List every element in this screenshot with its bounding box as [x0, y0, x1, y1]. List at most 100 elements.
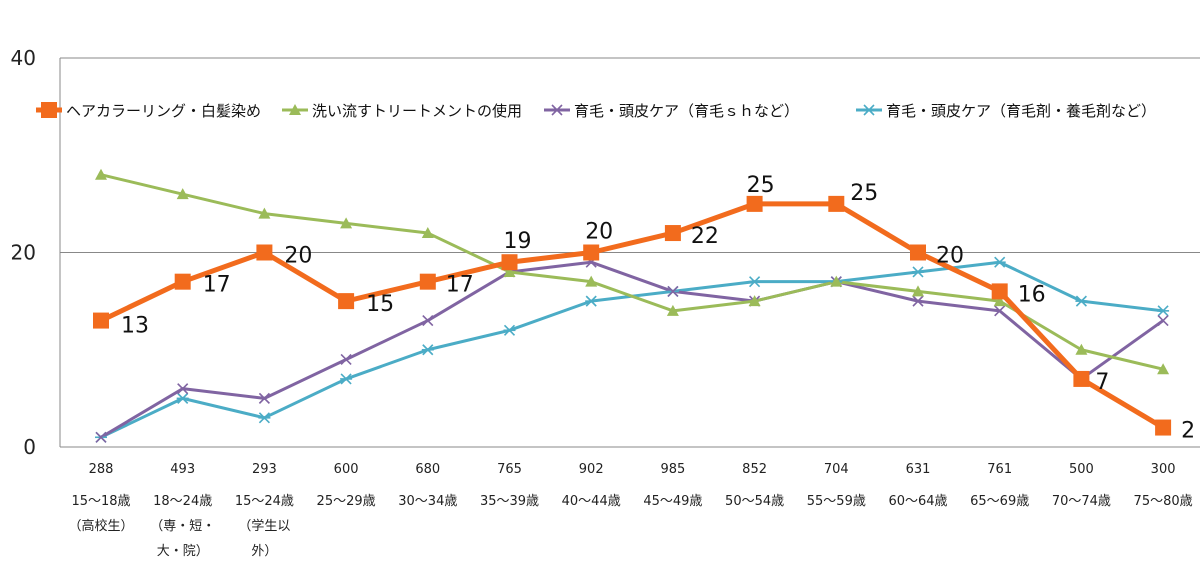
legend-item: 洗い流すトリートメントの使用	[282, 102, 522, 120]
sample-size-label: 631	[906, 462, 931, 477]
data-point-0-0	[93, 312, 109, 329]
category-label: 60～64歳	[888, 494, 947, 509]
data-point-1-5	[503, 265, 516, 277]
legend-label: 洗い流すトリートメントの使用	[312, 102, 522, 120]
data-label: 17	[203, 273, 231, 298]
data-labels: 13 17 20 15 17 19 20 22 25 25 20 16 7 2	[121, 173, 1195, 444]
sample-size-label: 852	[742, 462, 767, 477]
legend-item: 育毛・頭皮ケア（育毛ｓｈなど）	[544, 102, 799, 120]
data-point-0-5	[501, 254, 518, 271]
data-point-1-6	[585, 275, 598, 287]
data-point-2-7	[667, 285, 679, 297]
data-point-1-11	[993, 295, 1006, 307]
series-markers	[93, 168, 1172, 443]
data-point-0-4	[419, 273, 436, 290]
grid-lines	[60, 57, 1200, 448]
data-point-0-7	[664, 225, 681, 242]
legend-item: ヘアカラーリング・白髪染め	[36, 102, 261, 120]
sample-size-label: 293	[252, 462, 277, 477]
category-label: 50～54歳	[725, 494, 784, 509]
data-label: 22	[691, 224, 719, 249]
category-label: （学生以	[238, 518, 290, 534]
sample-size-label: 985	[660, 462, 685, 477]
data-point-1-4	[421, 227, 434, 239]
sample-size-label: 902	[579, 462, 604, 477]
data-label: 2	[1181, 419, 1195, 444]
sample-size-label: 765	[497, 462, 522, 477]
data-point-1-8	[748, 295, 761, 307]
category-label: 15～18歳	[71, 494, 130, 509]
data-point-2-3	[340, 353, 352, 366]
category-label: 18～24歳	[153, 494, 212, 509]
data-label: 25	[850, 181, 878, 206]
data-point-2-10	[912, 295, 924, 307]
data-label: 16	[1018, 282, 1046, 307]
data-point-3-5	[503, 324, 516, 336]
legend-marker	[289, 104, 301, 115]
data-point-1-12	[1075, 343, 1088, 355]
category-label: 45～49歳	[643, 494, 702, 509]
sample-size-label: 500	[1069, 462, 1094, 477]
data-point-3-2	[258, 412, 271, 424]
legend-marker	[551, 104, 563, 116]
series-lines	[99, 173, 1165, 439]
legend: ヘアカラーリング・白髪染め 洗い流すトリートメントの使用 育毛・頭皮ケア（育毛ｓｈな…	[36, 102, 1156, 120]
category-label: 75～80歳	[1134, 494, 1193, 509]
data-point-1-13	[1157, 363, 1170, 375]
data-point-3-11	[993, 256, 1006, 268]
category-label: 65～69歳	[970, 494, 1029, 509]
data-point-1-3	[340, 217, 353, 229]
data-point-1-7	[666, 304, 679, 316]
y-tick-label: 0	[23, 435, 36, 459]
data-label: 17	[446, 273, 474, 298]
data-label: 25	[747, 173, 775, 198]
data-point-1-9	[830, 275, 843, 287]
y-tick-labels: 0 20 40	[11, 46, 36, 459]
y-tick-label: 20	[11, 241, 36, 265]
data-point-3-8	[748, 276, 761, 288]
sample-size-label: 761	[987, 462, 1012, 477]
sample-size-label: 680	[415, 462, 440, 477]
series-line-1	[100, 173, 1164, 371]
category-label: 40～44歳	[562, 494, 621, 509]
data-point-1-1	[176, 188, 189, 200]
data-point-0-8	[746, 195, 763, 212]
data-point-2-13	[1157, 315, 1169, 327]
data-point-0-1	[174, 273, 191, 290]
category-label: （専・短・	[150, 519, 215, 534]
data-point-0-10	[910, 244, 926, 261]
data-point-1-2	[258, 207, 271, 219]
data-point-0-9	[828, 195, 845, 212]
data-point-0-6	[583, 244, 600, 261]
data-label: 20	[284, 244, 312, 269]
legend-label: 育毛・頭皮ケア（育毛ｓｈなど）	[574, 102, 799, 120]
category-label: 外）	[251, 544, 277, 559]
data-point-3-10	[912, 266, 924, 278]
data-point-0-2	[256, 244, 273, 261]
category-label: 30～34歳	[398, 494, 457, 509]
data-point-2-1	[177, 383, 189, 395]
category-label: 70～74歳	[1052, 494, 1111, 509]
category-label: 大・院）	[157, 544, 209, 559]
series-line-2	[100, 260, 1164, 439]
data-point-2-11	[994, 305, 1006, 317]
data-point-1-0	[95, 168, 107, 180]
data-point-3-3	[340, 373, 353, 385]
data-point-1-10	[912, 285, 924, 297]
legend-item: 育毛・頭皮ケア（育毛剤・養毛剤など）	[856, 102, 1156, 120]
category-label: 55～59歳	[807, 494, 866, 509]
sample-size-label: 493	[170, 462, 195, 477]
series-line-0	[99, 201, 1165, 430]
legend-label: ヘアカラーリング・白髪染め	[66, 102, 261, 120]
category-label: （高校生）	[68, 518, 133, 534]
data-label: 13	[121, 314, 149, 339]
category-label: 35～39歳	[480, 494, 539, 509]
data-point-0-12	[1073, 370, 1090, 387]
data-label: 15	[366, 292, 394, 317]
data-point-2-2	[258, 392, 270, 404]
data-point-2-4	[422, 315, 434, 327]
data-point-2-0	[95, 431, 107, 443]
data-label: 20	[585, 220, 613, 245]
sample-size-label: 300	[1151, 462, 1176, 477]
data-point-3-1	[176, 392, 189, 404]
